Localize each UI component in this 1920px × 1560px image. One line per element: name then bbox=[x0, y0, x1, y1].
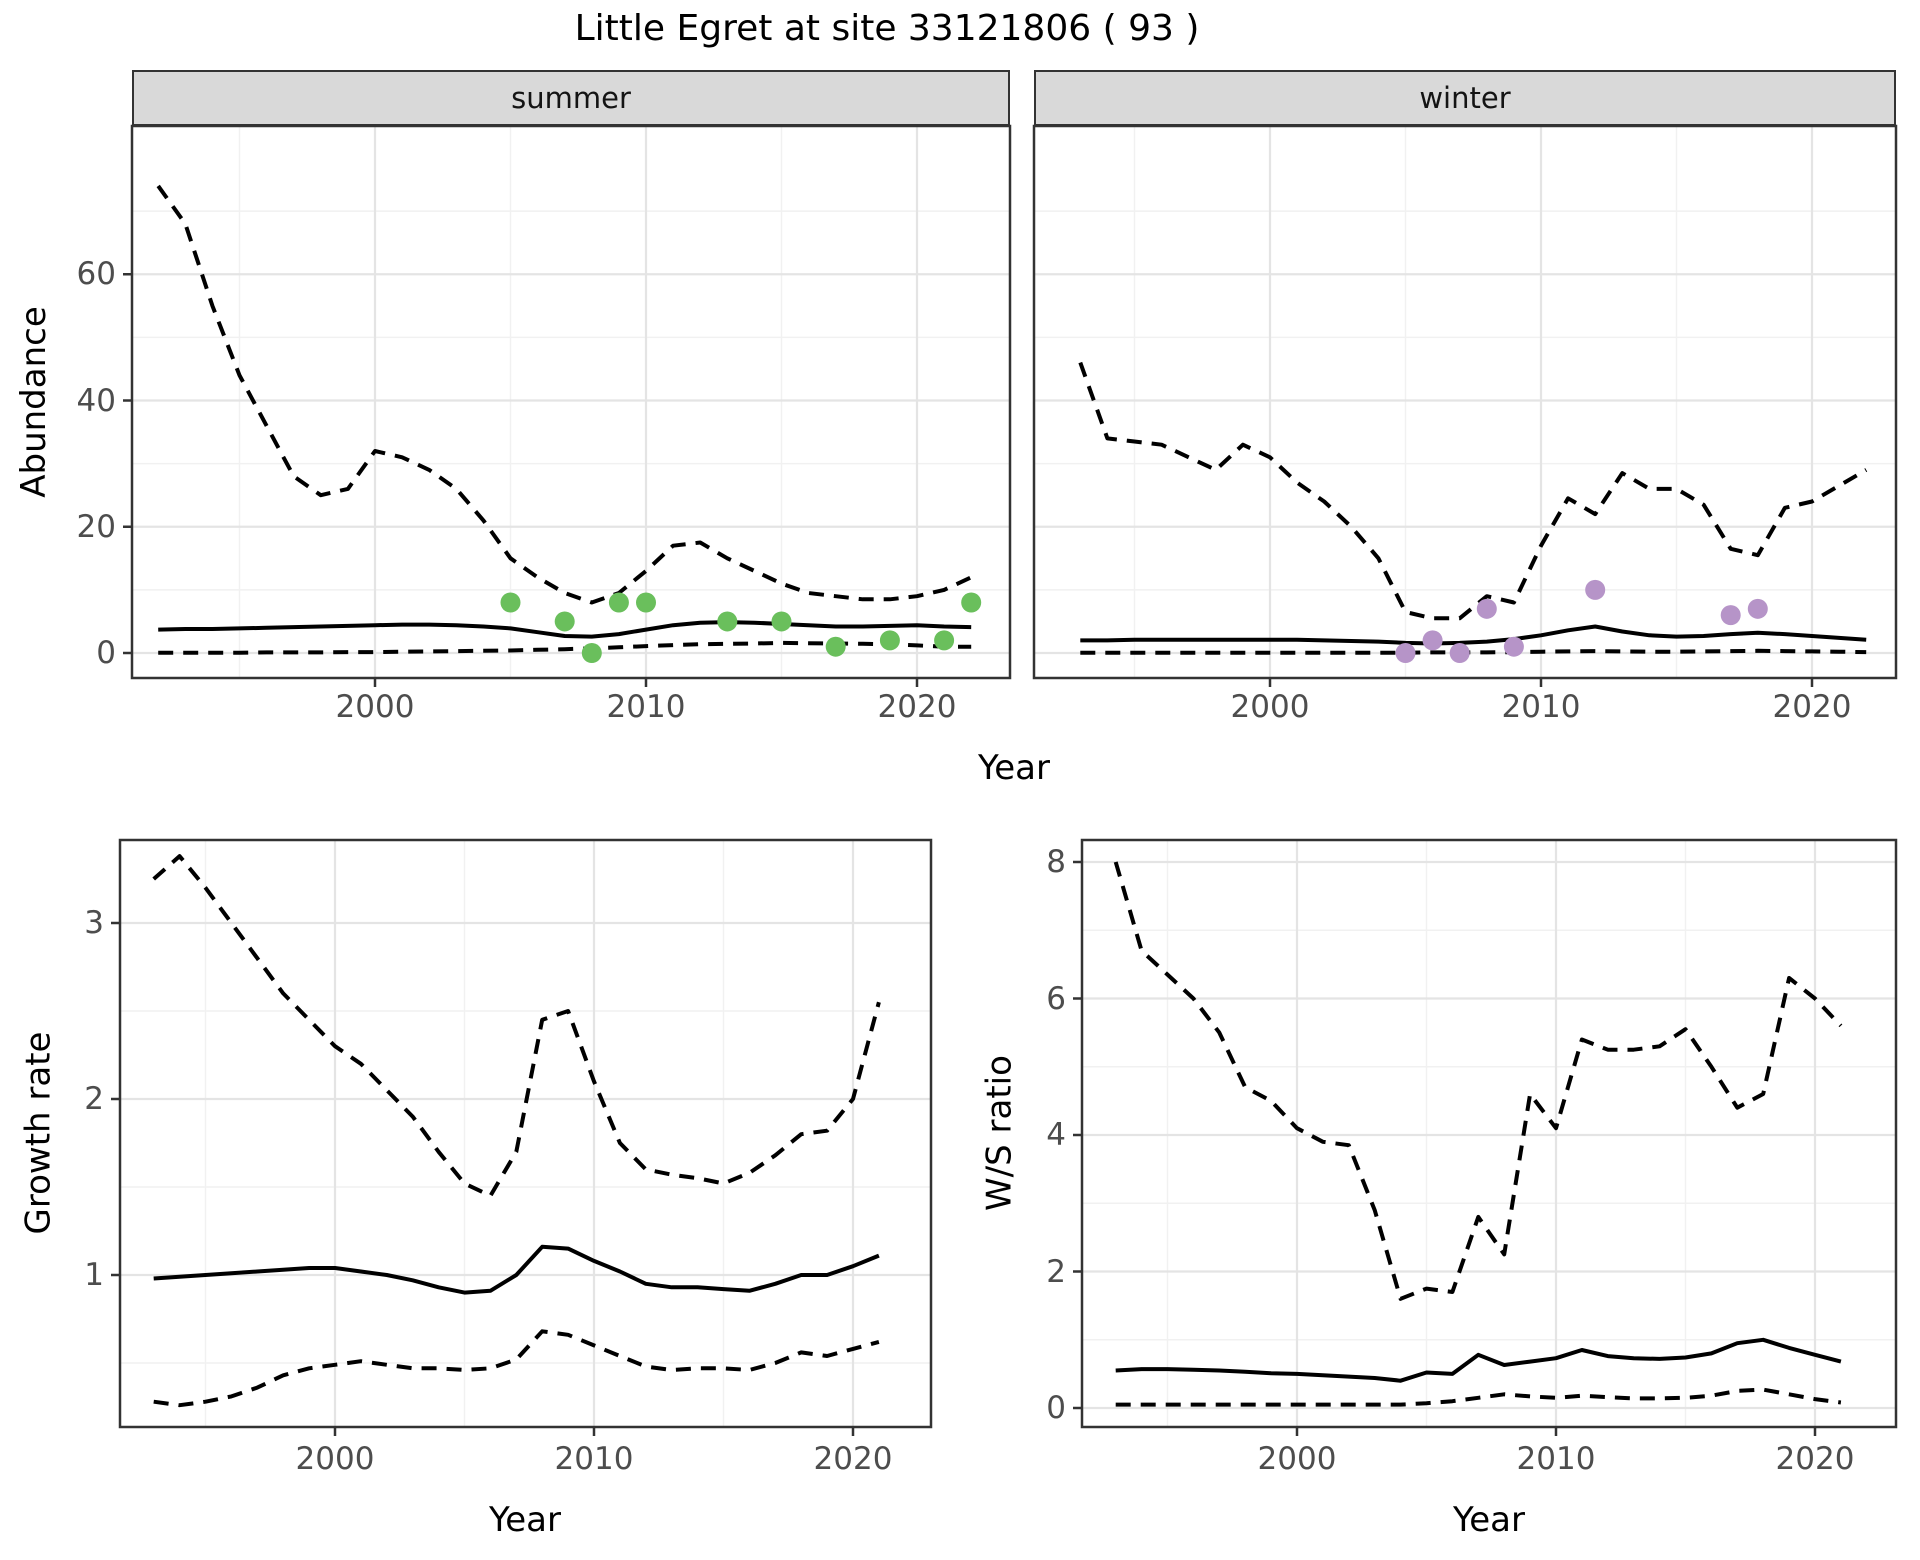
observation-point bbox=[961, 592, 982, 613]
observation-point bbox=[636, 592, 656, 613]
panel-border bbox=[130, 124, 1012, 680]
observation-point bbox=[1747, 598, 1768, 619]
observation-point bbox=[1476, 598, 1497, 619]
series-lower_95ci bbox=[153, 1329, 880, 1408]
y-tick-label: 2 bbox=[84, 1081, 104, 1117]
facet-strip-summer-label: summer bbox=[511, 81, 631, 115]
observation-point bbox=[500, 592, 521, 613]
series-lower_95ci bbox=[1080, 648, 1867, 655]
observation-point bbox=[879, 630, 900, 651]
series-upper_95ci bbox=[156, 184, 973, 605]
x-tick-label: 2010 bbox=[606, 689, 686, 725]
x-axis-title-year-growth: Year bbox=[489, 1500, 561, 1540]
observation-point bbox=[1720, 605, 1741, 626]
observation-point bbox=[1422, 630, 1443, 651]
observation-point bbox=[554, 611, 575, 632]
series-trend bbox=[1115, 1337, 1842, 1383]
panel-border bbox=[1080, 838, 1898, 1429]
x-tick-label: 2020 bbox=[1775, 1441, 1855, 1477]
series-trend bbox=[158, 620, 972, 639]
observation-point bbox=[1449, 643, 1470, 663]
series-trend bbox=[153, 1244, 880, 1295]
x-tick-label: 2010 bbox=[1501, 689, 1581, 725]
panel-border bbox=[118, 838, 933, 1429]
x-axis-title-year-top: Year bbox=[978, 748, 1050, 788]
x-tick-label: 2020 bbox=[813, 1441, 893, 1477]
y-tick-label: 60 bbox=[76, 256, 116, 293]
series-upper_95ci bbox=[1113, 861, 1843, 1301]
series-lower_95ci bbox=[1115, 1387, 1842, 1407]
x-tick-label: 2000 bbox=[1257, 1441, 1337, 1477]
y-tick-label: 8 bbox=[1046, 844, 1066, 880]
y-tick-label: 2 bbox=[1046, 1253, 1066, 1290]
x-tick-label: 2010 bbox=[554, 1441, 634, 1477]
panel-border bbox=[1032, 124, 1898, 680]
y-tick-label: 1 bbox=[84, 1257, 104, 1293]
x-tick-label: 2000 bbox=[1230, 689, 1310, 725]
y-tick-label: 40 bbox=[76, 382, 116, 419]
x-axis-title-year-ws: Year bbox=[1453, 1500, 1525, 1540]
series-lower_95ci bbox=[158, 640, 972, 655]
x-tick-label: 2020 bbox=[877, 689, 957, 725]
observation-point bbox=[1585, 579, 1606, 600]
facet-strip-winter-label: winter bbox=[1419, 81, 1511, 115]
x-tick-label: 2000 bbox=[295, 1441, 375, 1477]
y-tick-label: 20 bbox=[76, 508, 116, 545]
series-trend bbox=[1080, 624, 1867, 646]
x-tick-label: 2010 bbox=[1516, 1441, 1596, 1477]
y-tick-label: 0 bbox=[1046, 1390, 1066, 1426]
plot-title: Little Egret at site 33121806 ( 93 ) bbox=[574, 8, 1200, 49]
x-tick-label: 2000 bbox=[335, 689, 415, 725]
facet-strip-summer: summer bbox=[132, 70, 1010, 126]
observation-point bbox=[608, 592, 629, 613]
observation-point bbox=[771, 611, 792, 632]
observation-point bbox=[1395, 643, 1416, 663]
y-tick-label: 4 bbox=[1046, 1117, 1066, 1153]
observation-point bbox=[717, 611, 738, 632]
observation-point bbox=[934, 630, 955, 651]
series-upper_95ci bbox=[1078, 361, 1868, 621]
series-upper_95ci bbox=[152, 854, 881, 1198]
observation-point bbox=[581, 643, 602, 663]
y-tick-label: 6 bbox=[1046, 980, 1066, 1017]
observation-point bbox=[825, 636, 846, 657]
y-tick-label: 3 bbox=[84, 905, 104, 941]
observation-point bbox=[1503, 636, 1524, 657]
y-tick-label: 0 bbox=[96, 635, 116, 671]
facet-strip-winter: winter bbox=[1034, 70, 1896, 126]
x-tick-label: 2020 bbox=[1772, 689, 1852, 725]
